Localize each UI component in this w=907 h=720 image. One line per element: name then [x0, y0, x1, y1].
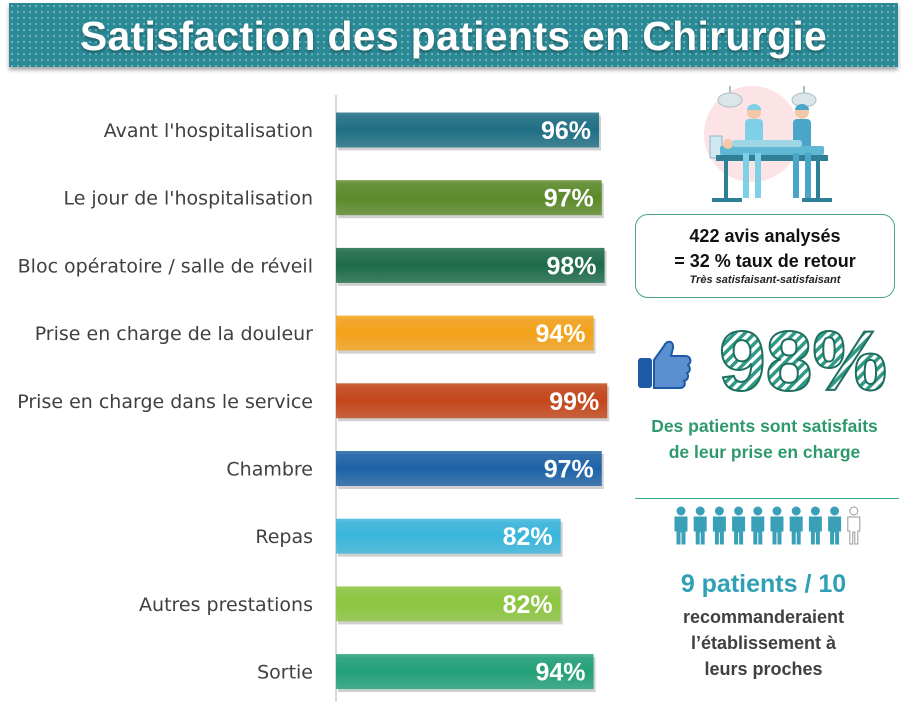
- value-label: 94%: [536, 320, 586, 348]
- recommend-ratio: 9 patients / 10: [680, 570, 847, 598]
- bar-9: [336, 654, 594, 690]
- title-banner: Satisfaction des patients en Chirurgie: [9, 3, 898, 67]
- bar-8: [336, 586, 561, 622]
- big-percent-graphic: 98%: [718, 318, 888, 400]
- thumbs-up-icon: [638, 340, 692, 389]
- recommend-line-2: l’établissement à: [690, 633, 837, 653]
- category-label: Autres prestations: [139, 594, 313, 616]
- reviews-count: 422 avis analysés: [689, 226, 841, 246]
- category-label: Sortie: [257, 662, 313, 684]
- value-label: 82%: [503, 591, 553, 619]
- category-label: Avant l'hospitalisation: [104, 120, 313, 142]
- satisfied-line-1: Des patients sont satisfaits: [651, 416, 878, 436]
- person-icon: [770, 506, 784, 545]
- bar-5: [336, 383, 608, 419]
- satisfaction-bar-chart: Avant l'hospitalisation 96% Le jour de l'h…: [17, 95, 610, 702]
- value-label: 94%: [536, 659, 586, 687]
- value-label: 98%: [546, 252, 596, 280]
- person-icon: [693, 506, 707, 545]
- person-icon: [789, 506, 803, 545]
- bar-7: [336, 518, 561, 554]
- response-rate: = 32 % taux de retour: [674, 251, 856, 271]
- satisfied-caption: Des patients sont satisfaits de leur pri…: [622, 413, 907, 465]
- recommend-line-1: recommanderaient: [682, 607, 845, 627]
- category-label: Le jour de l'hospitalisation: [63, 188, 313, 210]
- value-label: 97%: [544, 185, 594, 213]
- satisfied-line-2: de leur prise en charge: [668, 442, 861, 462]
- recommend-caption: recommanderaient l’établissement à leurs…: [630, 604, 897, 682]
- value-label: 96%: [541, 117, 591, 145]
- page-title: Satisfaction des patients en Chirurgie: [79, 13, 828, 59]
- category-label: Prise en charge de la douleur: [35, 323, 313, 345]
- value-label: 99%: [549, 388, 599, 416]
- value-label: 82%: [503, 523, 553, 551]
- bar-3: [336, 247, 605, 283]
- surgery-team-icon: [704, 86, 832, 202]
- bar-2: [336, 180, 602, 216]
- person-icon: [847, 506, 861, 545]
- big-percent-value: 98%: [719, 318, 887, 400]
- people-icon-row: [674, 506, 861, 545]
- category-label: Repas: [255, 526, 313, 548]
- reviews-summary-box: 422 avis analysés = 32 % taux de retour …: [635, 214, 895, 298]
- divider: [635, 498, 899, 499]
- person-icon: [712, 506, 726, 545]
- person-icon: [828, 506, 842, 545]
- person-icon: [751, 506, 765, 545]
- person-icon: [674, 506, 688, 545]
- bar-1: [336, 112, 600, 148]
- bar-4: [336, 315, 594, 351]
- person-icon: [732, 506, 746, 545]
- reviews-note: Très satisfaisant-satisfaisant: [689, 274, 841, 286]
- category-label: Prise en charge dans le service: [17, 391, 313, 413]
- category-label: Chambre: [226, 459, 313, 481]
- value-label: 97%: [544, 456, 594, 484]
- category-label: Bloc opératoire / salle de réveil: [18, 255, 313, 277]
- person-icon: [808, 506, 822, 545]
- recommend-line-3: leurs proches: [704, 659, 823, 679]
- bar-6: [336, 451, 602, 486]
